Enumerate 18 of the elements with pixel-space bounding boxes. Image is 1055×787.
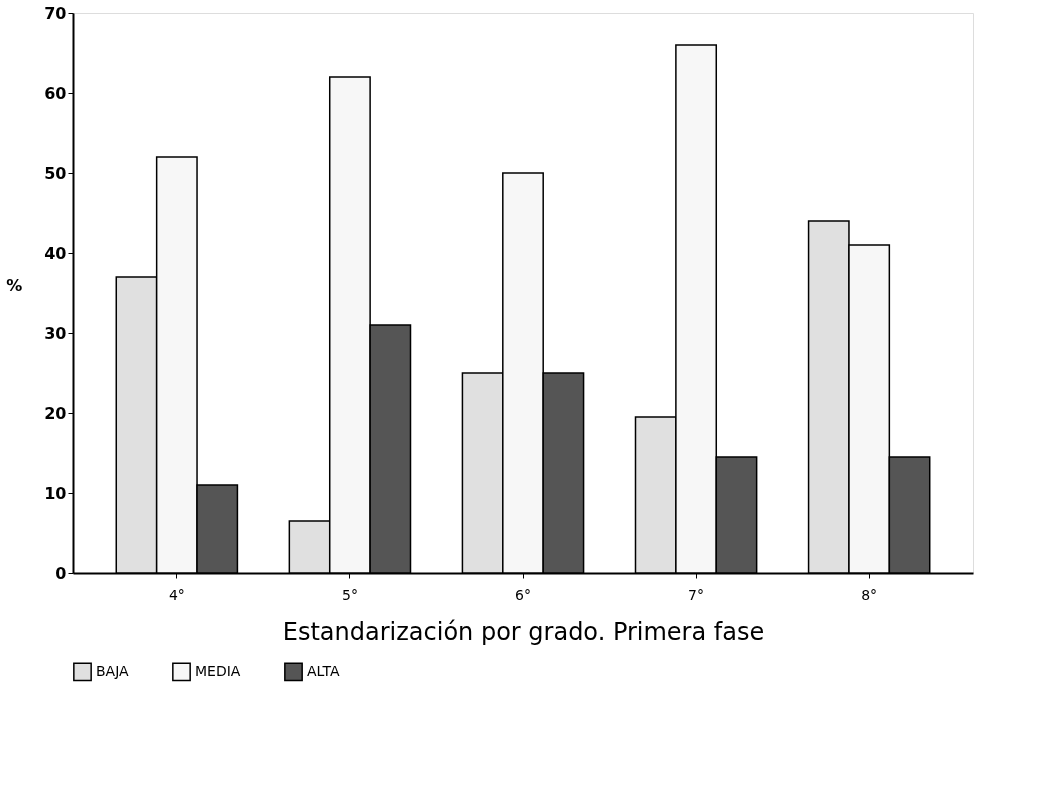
x-tick-label: 8°: [861, 586, 878, 603]
y-tick-label: 60: [44, 83, 67, 103]
y-tick-label: 30: [44, 323, 67, 343]
y-tick-label: 70: [44, 3, 67, 23]
y-tick-label: 0: [55, 563, 67, 583]
x-tick-label: 6°: [515, 586, 531, 603]
y-tick-label: 40: [44, 243, 67, 263]
y-tick-label: 20: [44, 403, 67, 423]
legend-label: BAJA: [96, 662, 130, 679]
x-axis-title: Estandarización por grado. Primera fase: [282, 617, 765, 646]
x-tick-label: 4°: [168, 586, 185, 603]
y-axis-title: %: [6, 275, 23, 295]
x-tick-label: 5°: [341, 586, 358, 603]
x-tick-label: 7°: [688, 586, 705, 603]
y-tick-label: 50: [44, 163, 67, 183]
legend-label: MEDIA: [195, 662, 241, 679]
legend-label: ALTA: [307, 662, 340, 679]
y-tick-label: 10: [44, 483, 67, 503]
